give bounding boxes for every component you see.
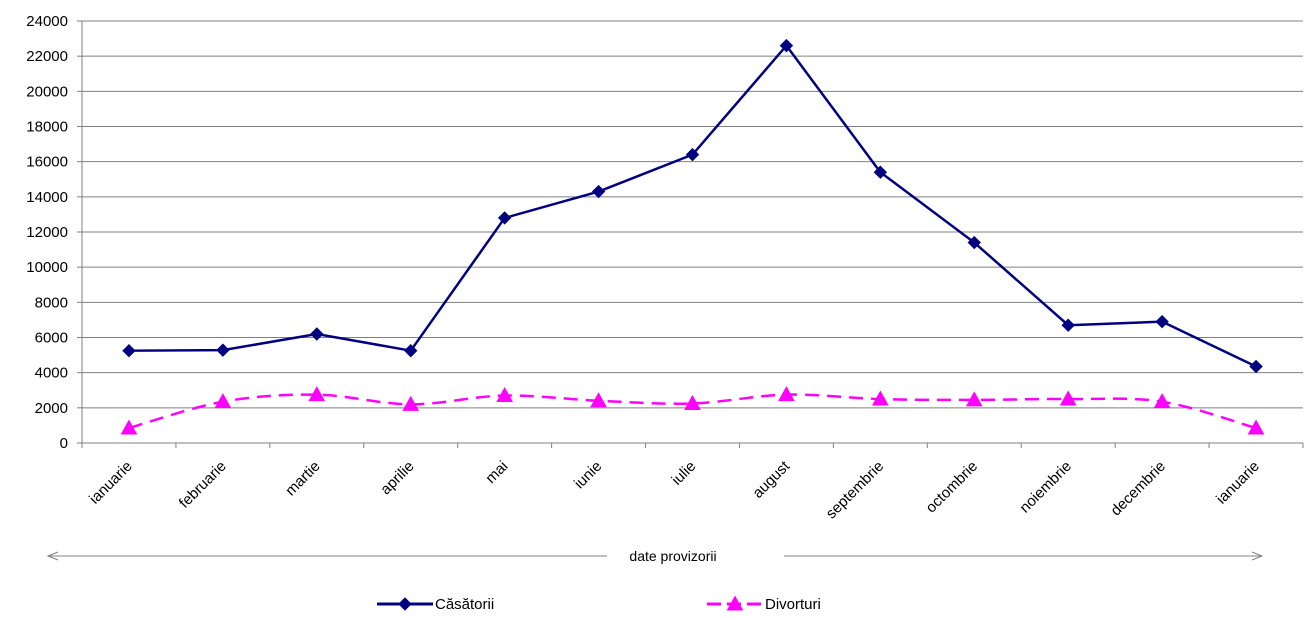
triangle-point-icon — [402, 395, 420, 411]
triangle-point-icon — [214, 393, 232, 409]
x-tick-label: ianuarie — [86, 458, 136, 508]
legend-label: Căsătorii — [435, 596, 494, 613]
y-tick-label: 12000 — [26, 224, 68, 241]
y-tick-labels: 0 2000 4000 6000 8000 10000 12000 14000 16000 180… — [26, 13, 68, 452]
diamond-point-icon — [967, 235, 981, 250]
x-tick-label: septembrie — [823, 458, 887, 522]
diamond-point-icon — [1249, 359, 1263, 374]
legend-item: Divorturi — [707, 595, 821, 613]
diamond-point-icon — [873, 165, 888, 179]
y-tick-label: 2000 — [35, 400, 68, 417]
y-tick-label: 18000 — [26, 119, 68, 136]
legend-label: Divorturi — [765, 596, 821, 613]
y-tick-label: 14000 — [26, 189, 68, 206]
axes — [77, 20, 1304, 448]
diamond-point-icon — [122, 343, 136, 358]
y-tick-label: 6000 — [35, 330, 68, 347]
triangle-point-icon — [590, 392, 607, 408]
diamond-point-icon — [310, 327, 324, 341]
legend-item: Căsătorii — [377, 596, 494, 613]
diamond-point-icon — [1155, 314, 1169, 329]
y-tick-label: 10000 — [26, 259, 68, 276]
diamond-legend-icon — [398, 597, 412, 611]
triangle-point-icon — [684, 394, 701, 410]
y-tick-label: 16000 — [26, 154, 68, 171]
triangle-point-icon — [1247, 419, 1265, 435]
y-tick-label: 22000 — [26, 48, 68, 65]
x-tick-label: octombrie — [923, 458, 982, 517]
triangle-point-icon — [871, 390, 889, 406]
triangle-point-icon — [965, 391, 983, 407]
triangle-point-icon — [496, 386, 514, 403]
triangle-point-icon — [1153, 393, 1171, 409]
x-tick-label: aprilie — [377, 458, 417, 498]
diamond-point-icon — [404, 343, 418, 358]
x-tick-label: ianuarie — [1213, 458, 1263, 508]
x-tick-label: martie — [282, 458, 323, 499]
series — [120, 38, 1265, 435]
diamond-point-icon — [591, 184, 606, 199]
triangle-legend-icon — [726, 595, 744, 611]
series-line — [128, 43, 1257, 368]
x-tick-label: iunie — [571, 458, 605, 492]
y-tick-label: 4000 — [35, 365, 68, 382]
series-casatorii — [122, 38, 1263, 374]
diamond-point-icon — [685, 147, 700, 162]
legend: Căsătorii Divorturi — [377, 595, 821, 613]
x-tick-label: februarie — [176, 458, 230, 512]
diamond-point-icon — [216, 343, 230, 357]
triangle-point-icon — [120, 419, 138, 435]
x-tick-label: noiembrie — [1016, 458, 1075, 517]
date-provizorii-annotation: date provizorii — [46, 548, 1264, 564]
triangle-point-icon — [1059, 390, 1077, 406]
arrowhead-left-icon — [46, 551, 59, 561]
y-tick-label: 0 — [60, 435, 68, 452]
arrowhead-right-icon — [1251, 551, 1264, 561]
diamond-point-icon — [1061, 318, 1075, 332]
triangle-point-icon — [308, 386, 326, 402]
diamond-point-icon — [497, 211, 512, 225]
y-tick-label: 8000 — [35, 294, 68, 311]
x-tick-label: mai — [482, 458, 511, 487]
annotation-label: date provizorii — [629, 548, 716, 564]
x-tick-label: august — [749, 457, 793, 501]
y-tick-label: 20000 — [26, 83, 68, 100]
series-divorturi — [120, 386, 1265, 435]
gridlines — [82, 20, 1303, 409]
x-tick-label: decembrie — [1107, 458, 1169, 520]
y-tick-label: 24000 — [26, 13, 68, 30]
x-tick-label: iulie — [668, 458, 699, 489]
x-tick-labels: ianuarie februarie martie aprilie mai iunie iu… — [86, 457, 1263, 522]
triangle-point-icon — [778, 386, 795, 402]
diamond-point-icon — [779, 38, 794, 53]
